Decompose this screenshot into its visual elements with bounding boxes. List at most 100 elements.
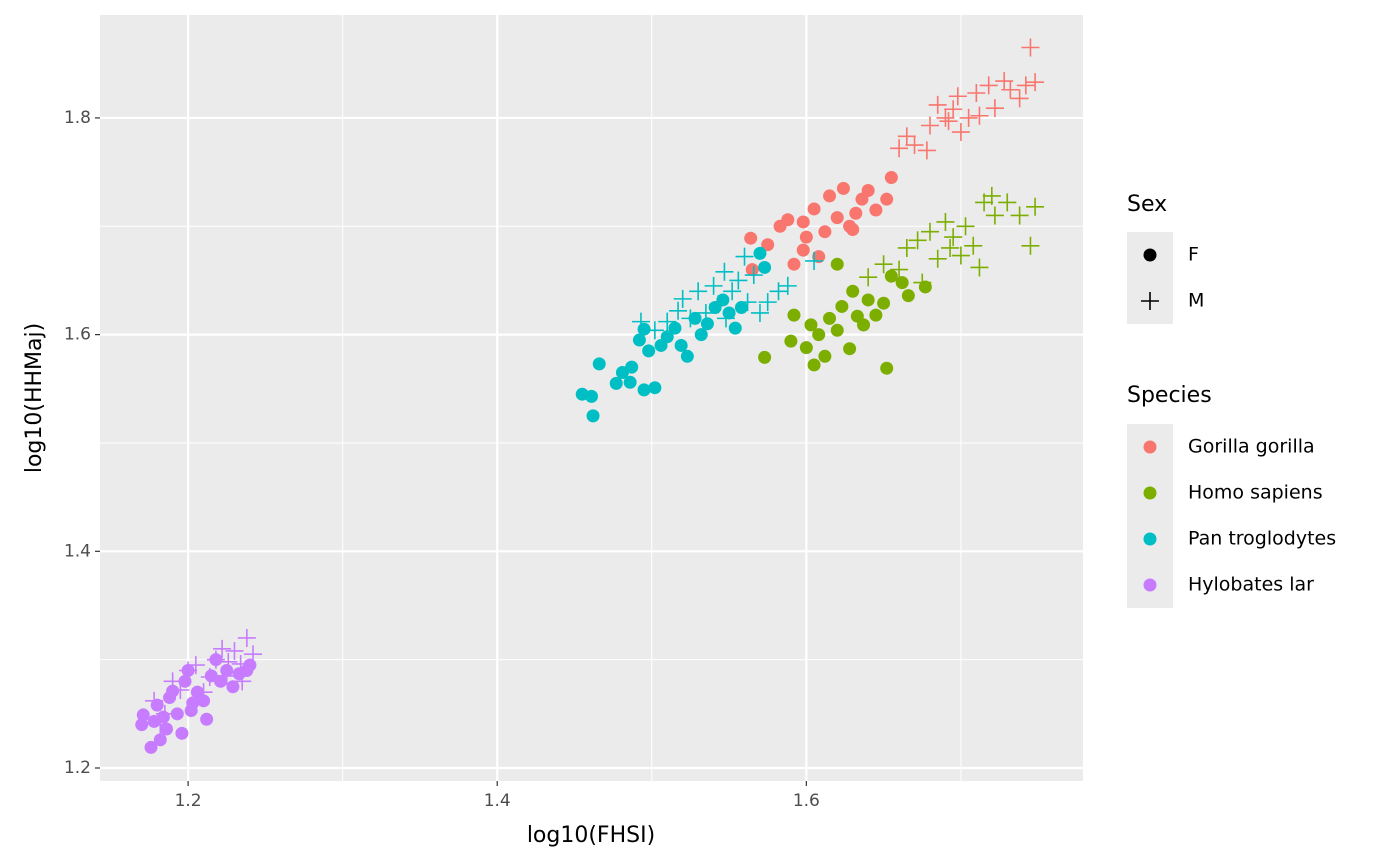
legend-title: Sex xyxy=(1127,192,1167,217)
point xyxy=(985,206,1004,225)
point xyxy=(784,334,798,348)
point xyxy=(877,296,891,310)
point xyxy=(145,691,164,710)
point xyxy=(917,141,936,160)
point xyxy=(631,312,650,331)
point xyxy=(744,266,763,285)
point xyxy=(163,672,182,691)
point xyxy=(166,684,180,698)
point xyxy=(905,136,924,155)
point xyxy=(184,704,198,718)
point xyxy=(585,389,598,403)
point xyxy=(812,328,826,342)
point xyxy=(144,740,158,754)
legend-title: Species xyxy=(1127,383,1212,408)
point xyxy=(769,282,788,301)
point xyxy=(689,282,708,301)
point xyxy=(696,303,715,322)
point xyxy=(1001,80,1020,99)
point xyxy=(890,139,909,158)
point xyxy=(175,726,189,740)
point xyxy=(818,349,832,363)
point xyxy=(715,262,734,281)
point xyxy=(970,106,989,125)
point xyxy=(694,328,708,342)
point xyxy=(823,311,837,325)
point xyxy=(609,376,623,390)
point xyxy=(861,293,875,307)
legend-label: Pan troglodytes xyxy=(1188,528,1336,550)
point xyxy=(750,303,769,322)
point xyxy=(155,704,174,723)
point xyxy=(807,202,821,216)
point xyxy=(709,295,728,314)
point xyxy=(823,189,837,203)
point xyxy=(1016,76,1035,95)
point xyxy=(835,299,849,313)
point xyxy=(939,112,958,131)
point xyxy=(951,246,970,265)
point xyxy=(897,127,916,146)
point xyxy=(758,350,772,364)
point xyxy=(985,99,1004,118)
point xyxy=(928,95,947,114)
point xyxy=(159,722,173,736)
point xyxy=(787,308,801,322)
point xyxy=(805,251,824,270)
point xyxy=(830,257,844,271)
point xyxy=(1021,38,1040,57)
point xyxy=(237,628,256,647)
point xyxy=(744,231,758,245)
point xyxy=(982,186,1001,205)
point xyxy=(901,289,915,303)
point xyxy=(135,718,149,732)
legend-label: F xyxy=(1188,244,1199,266)
point xyxy=(1026,197,1045,216)
point xyxy=(846,223,860,237)
point xyxy=(951,123,970,142)
legend-label: Homo sapiens xyxy=(1188,482,1323,504)
point xyxy=(171,680,190,699)
point xyxy=(716,293,730,307)
point xyxy=(778,276,797,295)
point xyxy=(979,76,998,95)
point xyxy=(1010,89,1029,108)
point xyxy=(648,381,662,395)
point xyxy=(170,707,184,721)
point xyxy=(895,276,909,290)
point xyxy=(884,269,898,283)
point xyxy=(948,87,967,106)
legend-symbol xyxy=(1141,292,1159,310)
point xyxy=(745,263,759,277)
point xyxy=(920,222,939,241)
point xyxy=(1026,73,1045,92)
point xyxy=(928,249,947,268)
point xyxy=(897,238,916,257)
y-tick-label: 1.2 xyxy=(64,758,91,778)
point xyxy=(880,192,894,206)
legend-label: M xyxy=(1188,290,1204,312)
point xyxy=(941,238,960,257)
point xyxy=(846,284,860,298)
legend-label: Gorilla gorilla xyxy=(1188,436,1315,458)
legend-symbol xyxy=(1143,486,1157,500)
point xyxy=(642,344,656,358)
point xyxy=(200,712,214,726)
point xyxy=(219,652,238,671)
point xyxy=(716,309,735,328)
point xyxy=(136,708,150,722)
point xyxy=(761,238,775,252)
point xyxy=(226,680,240,694)
point xyxy=(637,383,651,397)
point xyxy=(200,667,219,686)
point xyxy=(796,215,810,229)
point xyxy=(645,321,664,340)
x-tick-label: 1.4 xyxy=(484,791,511,811)
legend-symbol xyxy=(1143,248,1157,262)
point xyxy=(735,247,754,266)
point xyxy=(869,203,883,217)
point xyxy=(623,375,637,389)
point xyxy=(884,171,898,185)
point xyxy=(944,100,963,119)
